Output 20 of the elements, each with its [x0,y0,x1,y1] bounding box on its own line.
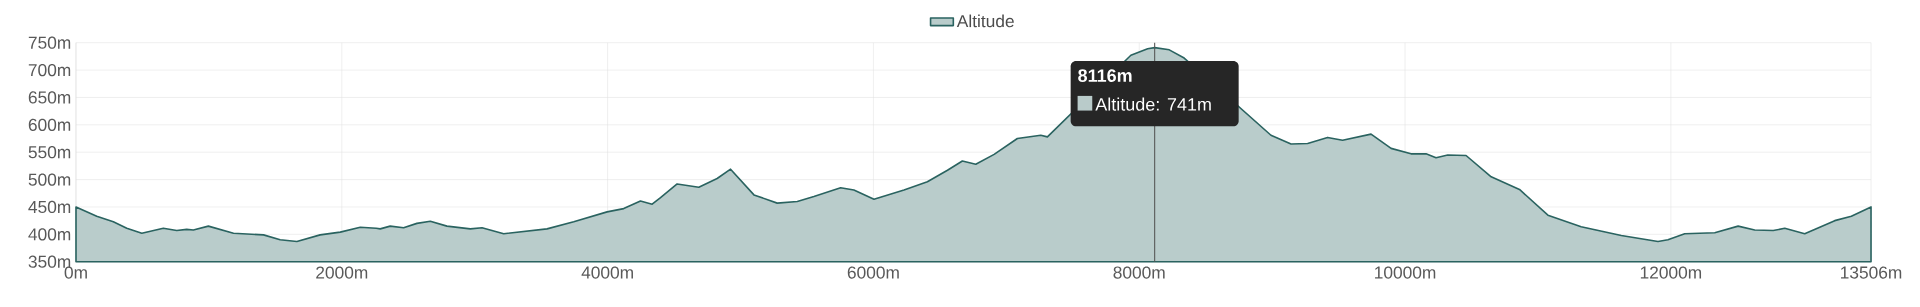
y-tick-label: 550m [28,146,71,159]
y-tick-label: 400m [28,228,71,241]
x-tick-label: 2000m [316,266,368,279]
x-tick-label: 0m [64,266,87,279]
legend-label: Altitude [956,14,1014,28]
x-tick-label: 4000m [581,266,633,279]
y-tick-label: 450m [28,200,71,214]
annotation: Altitude: 741m [1095,97,1211,111]
y-tick-label: 700m [28,63,71,77]
y-tick-label: 650m [28,91,71,104]
y-tick-label: 600m [28,118,71,131]
x-tick-label: 8000m [1113,266,1165,279]
y-tick-label: 350m [28,255,71,268]
x-tick-label: 10000m [1375,266,1436,279]
x-tick-label: 6000m [847,266,899,279]
x-tick-label: 13506m [1841,266,1902,279]
y-tick-label: 750m [28,36,71,49]
x-tick-label: 12000m [1640,266,1702,279]
y-tick-label: 500m [28,173,71,186]
annotation: 8116m [1078,69,1132,82]
